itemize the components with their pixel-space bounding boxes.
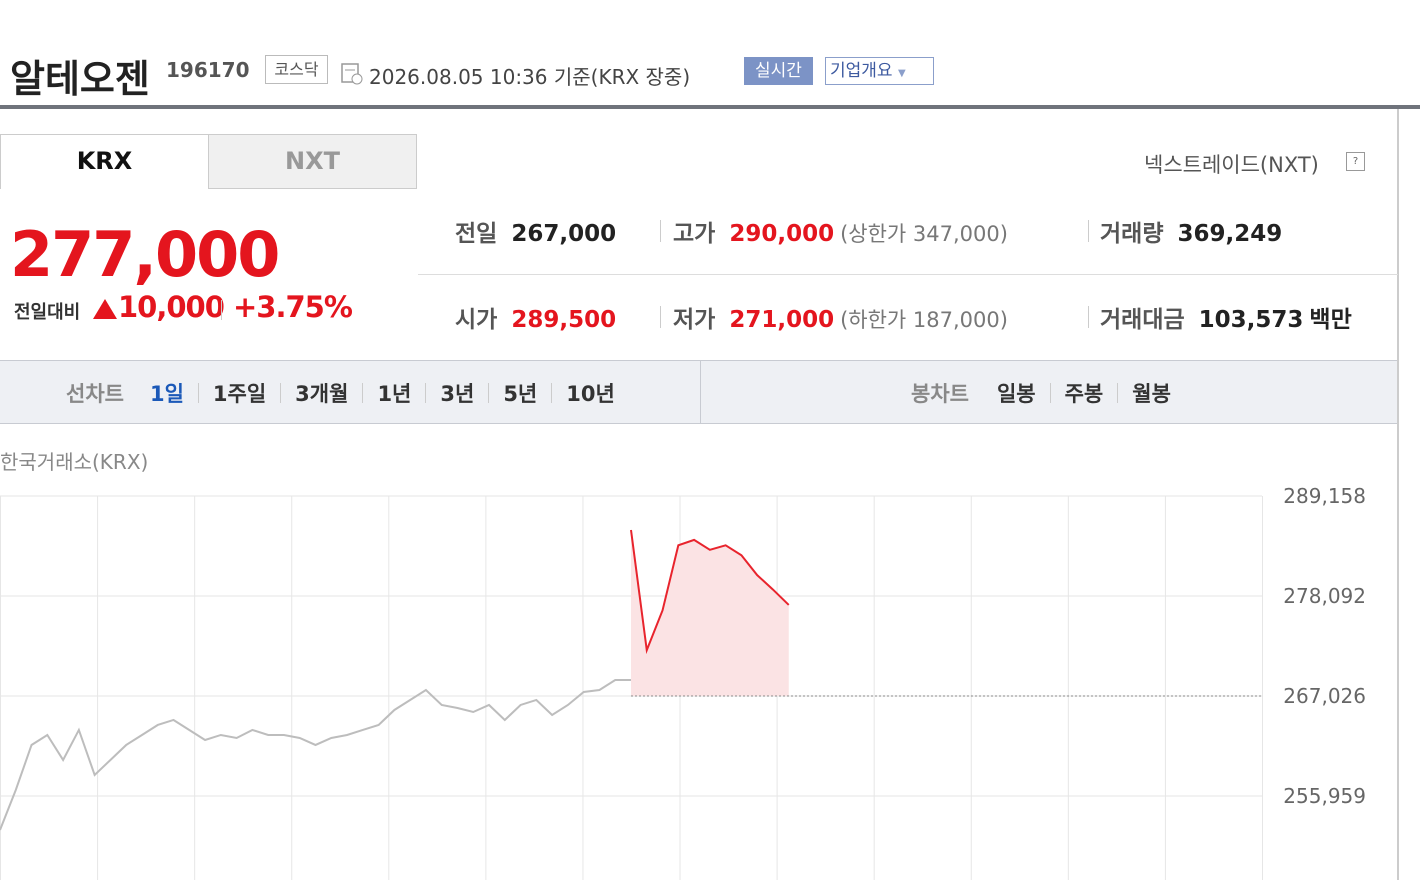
period-tab[interactable]: 주봉 [1064,382,1104,406]
company-info-label: 기업개요 [830,61,893,81]
divider [660,306,661,328]
stat-value: 290,000 [729,221,835,247]
stat: 고가 290,000 (상한가 347,000) [673,214,1008,248]
stat-label: 시가 [455,307,498,333]
stat-value: 271,000 [729,307,835,333]
stat-label: 거래량 [1100,221,1164,247]
company-info-button[interactable]: 기업개요 ▼ [825,57,934,85]
period-tab[interactable]: 1일 [149,382,184,406]
realtime-button[interactable]: 실시간 [744,57,813,85]
stat-value: 289,500 [511,307,617,333]
up-arrow [93,299,117,319]
header-rule [0,105,1420,109]
stat-unit: 백만 [1309,307,1352,333]
divider [425,383,427,403]
chart-source: 한국거래소(KRX) [0,450,149,474]
candle-periods: 봉차트 일봉 주봉 월봉 [911,378,1171,408]
change-percent: +3.75% [233,290,353,324]
stat-label: 거래대금 [1100,307,1185,333]
period-tab[interactable]: 3년 [440,382,475,406]
current-price: 277,000 [10,218,280,291]
stat-note: (하한가 187,000) [840,308,1008,332]
divider [362,383,364,403]
area [631,529,789,696]
line-periods: 선차트 1일 1주일 3개월 1년 3년 5년 10년 [66,378,615,408]
divider [1088,220,1089,242]
stat: 시가 289,500 [455,300,616,334]
y-tick-label: 267,026 [1283,684,1366,708]
stock-code: 196170 [166,58,250,82]
period-bar [0,360,1397,424]
period-tab[interactable]: 3개월 [295,382,349,406]
stock-name: 알테오젠 [10,57,150,101]
period-tab[interactable]: 10년 [566,382,615,406]
period-tab[interactable]: 1주일 [212,382,267,406]
price-line [630,529,790,655]
stat: 저가 271,000 (하한가 187,000) [673,300,1008,334]
stat-note: (상한가 347,000) [840,222,1008,246]
stat-value: 369,249 [1177,221,1283,247]
help-icon[interactable]: ? [1346,152,1365,171]
change-amount: 10,000 [118,290,225,324]
stat: 전일 267,000 [455,214,616,248]
panel-border [1397,109,1399,880]
nxt-link[interactable]: 넥스트레이드(NXT) [1144,153,1319,177]
tab-krx[interactable]: KRX [0,134,209,189]
price-chart: 289,158 278,092 267,026 255,959 [0,484,1366,880]
timestamp: 2026.08.05 10:36 기준(KRX 장중) [369,65,691,89]
y-tick-label: 289,158 [1283,484,1366,508]
stat-label: 전일 [455,221,498,247]
divider [488,383,490,403]
divider [1049,383,1051,403]
stat: 거래량 369,249 [1100,214,1282,248]
price-line [0,678,631,831]
stat-label: 고가 [673,221,716,247]
stat-value: 103,573 [1198,307,1304,333]
stat-value: 267,000 [511,221,617,247]
divider [1088,306,1089,328]
period-tab[interactable]: 월봉 [1132,382,1171,406]
divider [1117,383,1119,403]
period-tab[interactable]: 일봉 [996,382,1036,406]
change-label: 전일대비 [14,302,81,323]
candle-label: 봉차트 [911,382,969,406]
divider [700,361,701,423]
calendar-icon [341,63,363,85]
period-tab[interactable]: 1년 [377,382,412,406]
market-badge: 코스닥 [265,55,328,84]
row-rule [418,274,1398,275]
period-tab[interactable]: 5년 [503,382,538,406]
stat: 거래대금 103,573 백만 [1100,300,1352,334]
y-tick-label: 255,959 [1283,784,1366,808]
line-label: 선차트 [66,382,124,406]
y-tick-label: 278,092 [1283,584,1366,608]
divider [660,220,661,242]
divider [221,300,222,320]
divider [551,383,553,403]
stat-label: 저가 [673,307,716,333]
tab-nxt[interactable]: NXT [208,134,417,189]
divider [197,383,199,403]
divider [280,383,282,403]
